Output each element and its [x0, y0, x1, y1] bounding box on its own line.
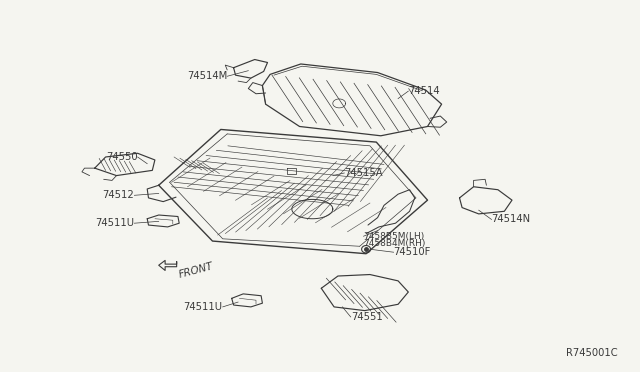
Text: 74550: 74550	[106, 152, 138, 162]
Text: 74511U: 74511U	[95, 218, 134, 228]
Text: FRONT: FRONT	[178, 262, 215, 280]
Text: 7458B4M(RH): 7458B4M(RH)	[364, 239, 426, 248]
Text: 74514: 74514	[408, 86, 440, 96]
Text: 74514M: 74514M	[187, 71, 227, 81]
Text: 74511U: 74511U	[184, 302, 223, 312]
Text: 74512: 74512	[102, 190, 134, 200]
Text: 74551: 74551	[351, 312, 383, 322]
Text: 74515A: 74515A	[344, 168, 383, 178]
Text: 74510F: 74510F	[394, 247, 431, 257]
Text: 7458B5M(LH): 7458B5M(LH)	[364, 232, 425, 241]
Text: 74514N: 74514N	[492, 215, 531, 224]
Text: R745001C: R745001C	[566, 348, 618, 357]
